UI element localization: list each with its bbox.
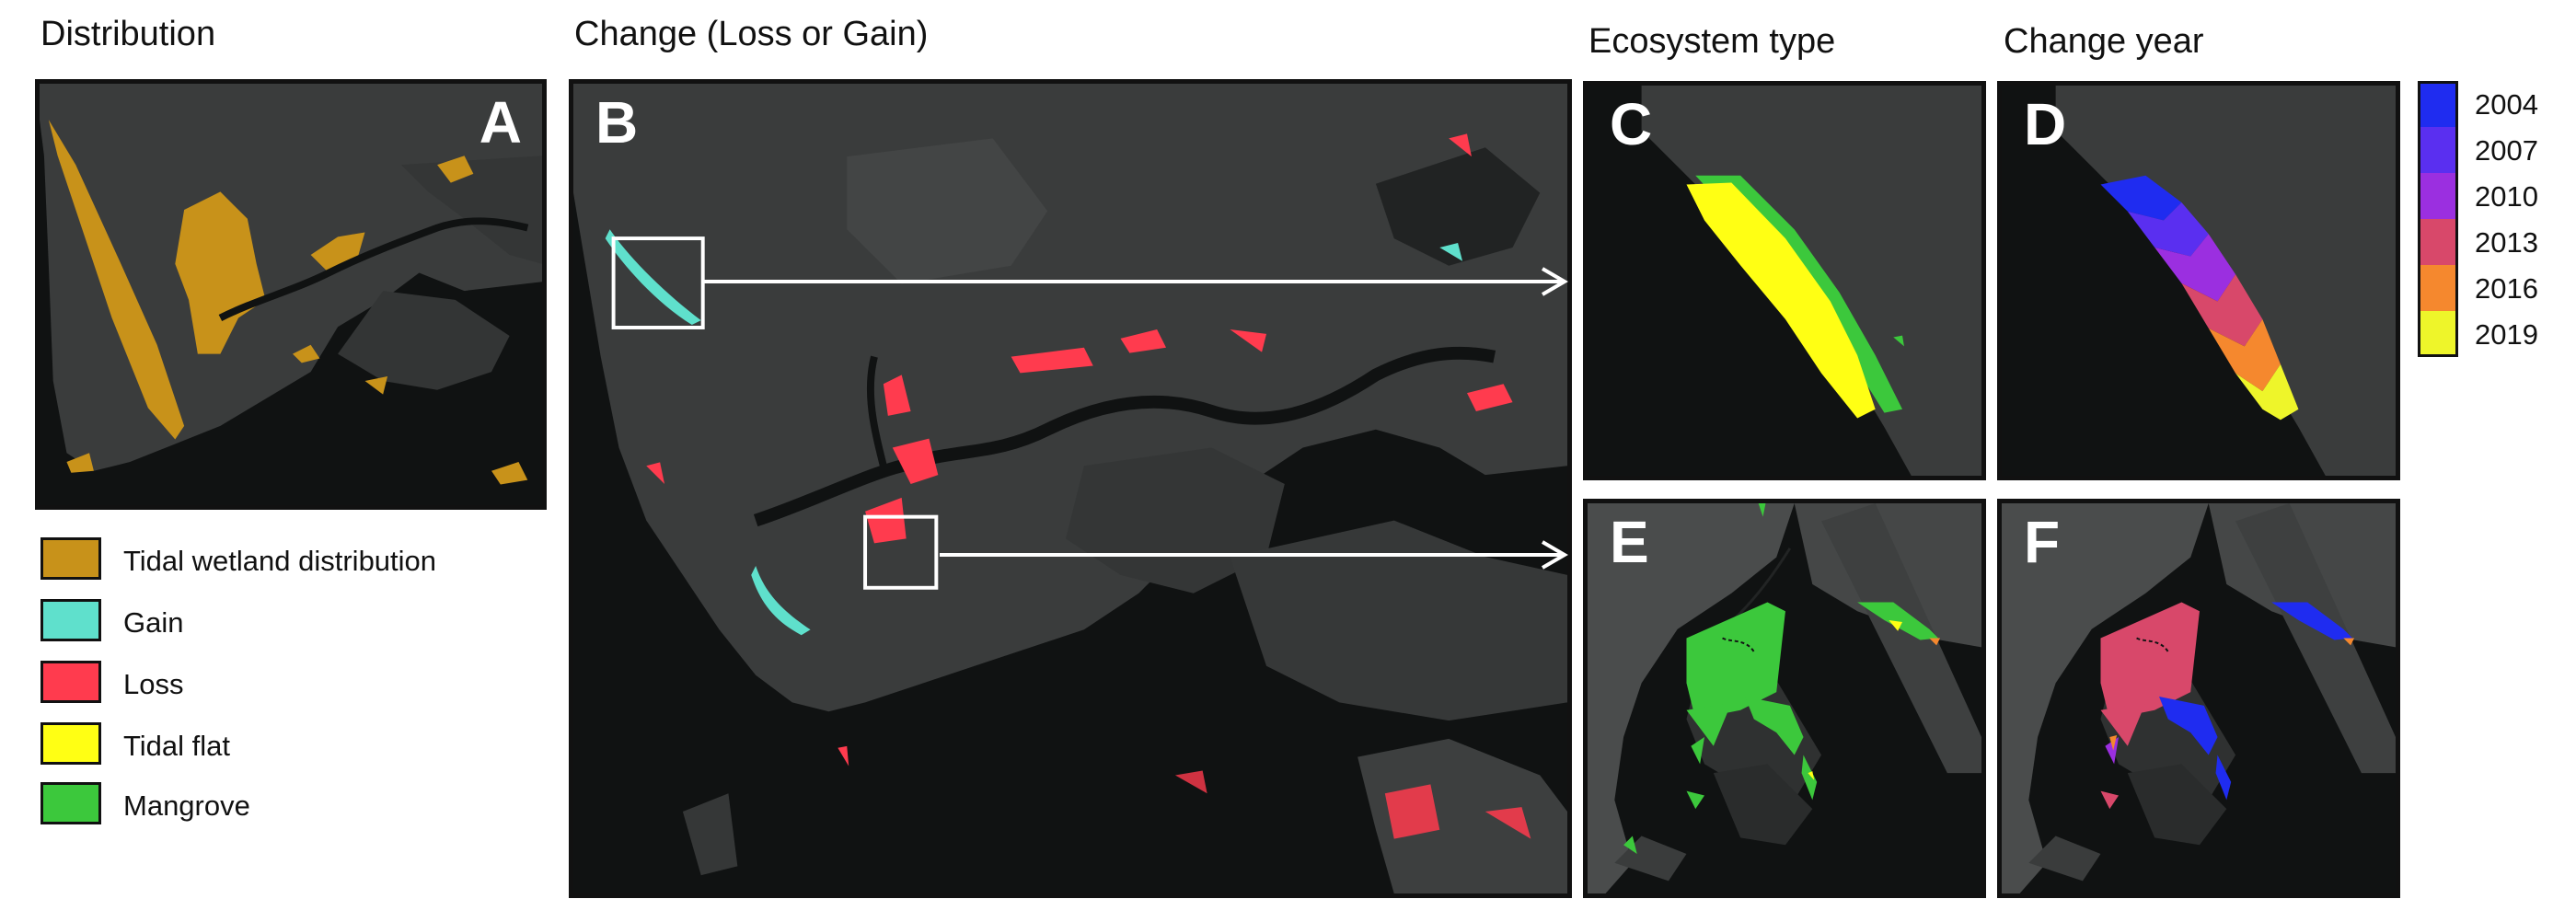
panel-b-change-map: B — [569, 79, 1572, 898]
heading-distribution: Distribution — [40, 15, 216, 53]
legend-swatch-mangrove — [40, 782, 101, 824]
panel-d-change-year-map: D — [1997, 81, 2400, 480]
panel-a-distribution-map: A — [35, 79, 547, 510]
panel-c-letter: C — [1610, 91, 1653, 157]
year-legend-2013: 2013 — [2418, 219, 2547, 265]
legend-swatch-tidal-flat — [40, 722, 101, 765]
panel-f-change-year-map: F — [1997, 499, 2400, 898]
panel-d-letter: D — [2024, 91, 2067, 157]
legend-label-mangrove: Mangrove — [123, 789, 250, 822]
year-label-2016: 2016 — [2475, 272, 2538, 305]
year-label-2013: 2013 — [2475, 226, 2538, 259]
year-label-2004: 2004 — [2475, 88, 2538, 121]
panel-e-letter: E — [1610, 509, 1649, 575]
map-d — [2002, 86, 2396, 476]
heading-ecosystem-type: Ecosystem type — [1588, 22, 1836, 61]
map-f — [2002, 503, 2396, 893]
panel-f-letter: F — [2024, 509, 2061, 575]
map-a — [40, 84, 542, 505]
year-swatch-2019 — [2418, 311, 2458, 357]
year-legend-2019: 2019 — [2418, 311, 2547, 357]
year-swatch-2007 — [2418, 127, 2458, 173]
year-swatch-2016 — [2418, 265, 2458, 311]
panel-e-ecosystem-map: E — [1583, 499, 1986, 898]
legend-swatch-tidal-wetland — [40, 537, 101, 580]
year-swatch-2010 — [2418, 173, 2458, 219]
legend-label-loss: Loss — [123, 668, 184, 700]
legend-label-gain: Gain — [123, 606, 184, 639]
year-swatch-2013 — [2418, 219, 2458, 265]
year-legend-2010: 2010 — [2418, 173, 2547, 219]
panel-b-letter: B — [595, 89, 639, 156]
year-legend-2016: 2016 — [2418, 265, 2547, 311]
year-swatch-2004 — [2418, 81, 2458, 127]
year-legend-2007: 2007 — [2418, 127, 2547, 173]
year-label-2007: 2007 — [2475, 134, 2538, 167]
panel-c-ecosystem-map: C — [1583, 81, 1986, 480]
legend-label-tidal-wetland: Tidal wetland distribution — [123, 545, 437, 577]
legend-swatch-loss — [40, 661, 101, 703]
map-e — [1588, 503, 1981, 893]
panel-a-letter: A — [479, 89, 522, 156]
year-legend-2004: 2004 — [2418, 81, 2547, 127]
legend-label-tidal-flat: Tidal flat — [123, 730, 231, 762]
map-b — [573, 84, 1567, 893]
heading-change: Change (Loss or Gain) — [574, 15, 929, 53]
year-label-2010: 2010 — [2475, 180, 2538, 213]
map-c — [1588, 86, 1981, 476]
legend-swatch-gain — [40, 599, 101, 641]
year-label-2019: 2019 — [2475, 318, 2538, 351]
heading-change-year: Change year — [2004, 22, 2204, 61]
